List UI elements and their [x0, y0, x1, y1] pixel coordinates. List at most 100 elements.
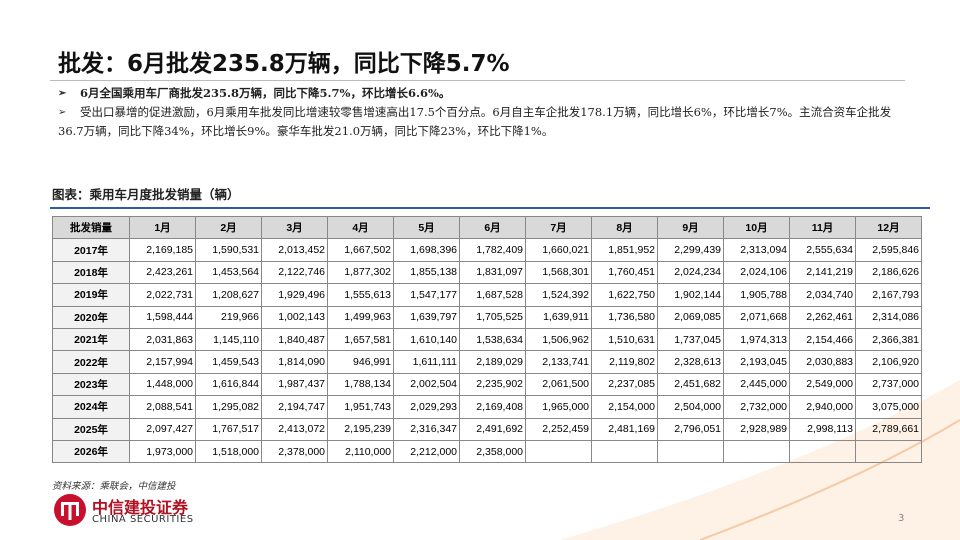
- bullet: 受出口暴增的促进激励，6月乘用车批发同比增速较零售增速高出17.5个百分点。6月…: [58, 103, 908, 141]
- table-cell: 1,459,543: [195, 350, 262, 374]
- table-cell: 1,611,111: [393, 350, 460, 374]
- table-cell: 1,590,531: [195, 238, 262, 262]
- header-row: 批发销量 1月 2月 3月 4月 5月 6月 7月 8月 9月 10月 11月 12月: [52, 215, 922, 240]
- empty-cell: [591, 439, 658, 464]
- column-header: 12月: [855, 215, 922, 240]
- table-cell: 2,252,459: [525, 417, 592, 441]
- table-cell: 2,034,740: [789, 283, 856, 307]
- table-cell: 1,610,140: [393, 327, 460, 352]
- table-cell: 2,796,051: [657, 417, 724, 441]
- page-number: 3: [898, 513, 905, 524]
- column-header: 3月: [261, 215, 328, 240]
- table-cell: 1,506,962: [525, 327, 592, 352]
- table-cell: 1,208,627: [195, 283, 262, 307]
- table-cell: 2,328,613: [657, 350, 724, 374]
- row-header: 2021年: [52, 327, 130, 352]
- table-cell: 2,189,029: [459, 350, 526, 374]
- table-cell: 1,974,313: [723, 327, 790, 352]
- table-row: 2021年 2,031,863 1,145,110 1,840,487 1,657,58…: [52, 327, 922, 352]
- table-cell: 2,737,000: [855, 372, 922, 397]
- table-cell: 1,639,797: [393, 305, 460, 329]
- table-cell: 1,547,177: [393, 283, 460, 307]
- table-cell: 1,295,082: [195, 395, 262, 419]
- table-cell: 2,157,994: [129, 350, 196, 374]
- table-cell: 1,145,110: [195, 327, 262, 352]
- table-cell: 1,987,437: [261, 372, 328, 397]
- table-cell: 2,316,347: [393, 417, 460, 441]
- table-cell: 2,299,439: [657, 238, 724, 262]
- table-cell: 1,877,302: [327, 260, 394, 285]
- table-cell: 2,595,846: [855, 238, 922, 262]
- table-cell: 1,568,301: [525, 260, 592, 285]
- table-cell: 2,022,731: [129, 283, 196, 307]
- table-cell: 2,195,239: [327, 417, 394, 441]
- table-cell: 2,491,692: [459, 417, 526, 441]
- table-cell: 1,851,952: [591, 238, 658, 262]
- table-cell: 1,788,134: [327, 372, 394, 397]
- table-cell: 2,133,741: [525, 350, 592, 374]
- table-row: 2017年 2,169,185 1,590,531 2,013,452 1,667,50…: [52, 238, 922, 262]
- table-cell: 1,499,963: [327, 305, 394, 329]
- table-cell: 2,423,261: [129, 260, 196, 285]
- table-cell: 2,378,000: [261, 439, 328, 464]
- table-cell: 1,687,528: [459, 283, 526, 307]
- bullet: 6月全国乘用车厂商批发235.8万辆，同比下降5.7%，环比增长6.6%。: [58, 84, 908, 103]
- slide-title: 批发：6月批发235.8万辆，同比下降5.7%: [58, 51, 510, 77]
- table-cell: 1,518,000: [195, 439, 262, 464]
- logo-icon: [54, 494, 86, 526]
- table-cell: 1,705,525: [459, 305, 526, 329]
- table-cell: 1,737,045: [657, 327, 724, 352]
- column-header: 10月: [723, 215, 790, 240]
- table-cell: 2,928,989: [723, 417, 790, 441]
- column-header: 5月: [393, 215, 460, 240]
- table-cell: 1,538,634: [459, 327, 526, 352]
- row-header: 2023年: [52, 372, 130, 397]
- table-row: 2020年 1,598,444 219,966 1,002,143 1,499,963 1…: [52, 305, 922, 329]
- sales-table: 批发销量 1月 2月 3月 4月 5月 6月 7月 8月 9月 10月 11月 12月 2017年 2,16…: [52, 215, 922, 464]
- table-cell: 2,069,085: [657, 305, 724, 329]
- empty-cell: [723, 439, 790, 464]
- row-header: 2026年: [52, 439, 130, 464]
- table-cell: 1,929,496: [261, 283, 328, 307]
- table-cell: 1,905,788: [723, 283, 790, 307]
- table-cell: 1,598,444: [129, 305, 196, 329]
- column-header: 9月: [657, 215, 724, 240]
- table-cell: 2,313,094: [723, 238, 790, 262]
- table-cell: 2,122,746: [261, 260, 328, 285]
- row-header: 2019年: [52, 283, 130, 307]
- table-cell: 3,075,000: [855, 395, 922, 419]
- table-cell: 1,660,021: [525, 238, 592, 262]
- table-caption: 图表：乘用车月度批发销量（辆）: [52, 187, 240, 202]
- table-cell: 1,760,451: [591, 260, 658, 285]
- table-cell: 1,453,564: [195, 260, 262, 285]
- table-cell: 1,840,487: [261, 327, 328, 352]
- table-cell: 1,622,750: [591, 283, 658, 307]
- table-cell: 946,991: [327, 350, 394, 374]
- table-cell: 2,732,000: [723, 395, 790, 419]
- empty-cell: [789, 439, 856, 464]
- table-cell: 2,110,000: [327, 439, 394, 464]
- table-cell: 2,555,634: [789, 238, 856, 262]
- bullet-text: 受出口暴增的促进激励，6月乘用车批发同比增速较零售增速高出17.5个百分点。6月…: [58, 105, 892, 138]
- table-cell: 2,451,682: [657, 372, 724, 397]
- table-cell: 2,235,902: [459, 372, 526, 397]
- table-cell: 1,767,517: [195, 417, 262, 441]
- table-cell: 2,445,000: [723, 372, 790, 397]
- table-cell: 2,504,000: [657, 395, 724, 419]
- table-row: 2024年 2,088,541 1,295,082 2,194,747 1,951,74…: [52, 395, 922, 419]
- column-header: 11月: [789, 215, 856, 240]
- table-cell: 2,413,072: [261, 417, 328, 441]
- table-cell: 2,193,045: [723, 350, 790, 374]
- table-cell: 1,973,000: [129, 439, 196, 464]
- table-cell: 1,831,097: [459, 260, 526, 285]
- title-rule: [50, 80, 905, 81]
- table-cell: 2,169,408: [459, 395, 526, 419]
- row-header: 2022年: [52, 350, 130, 374]
- table-cell: 2,097,427: [129, 417, 196, 441]
- table-cell: 2,106,920: [855, 350, 922, 374]
- table-cell: 2,789,661: [855, 417, 922, 441]
- column-header: 4月: [327, 215, 394, 240]
- table-row: 2026年 1,973,000 1,518,000 2,378,000 2,110,00…: [52, 439, 922, 464]
